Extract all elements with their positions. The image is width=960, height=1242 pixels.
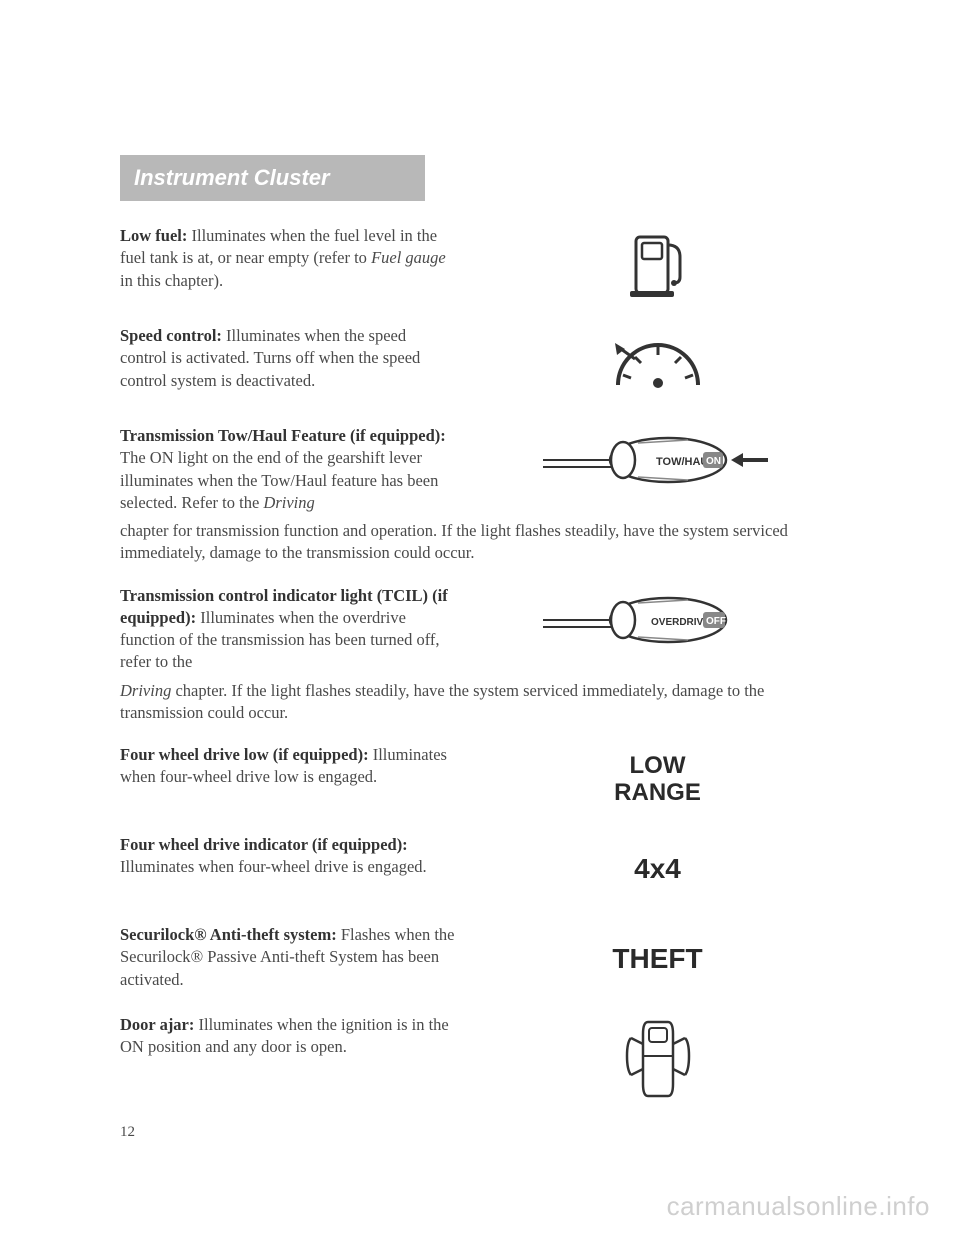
entry-text: Speed control: Illuminates when the spee…: [120, 325, 455, 392]
entry-continuation: Driving chapter. If the light flashes st…: [120, 680, 840, 725]
entry-fwd-low: Four wheel drive low (if equipped): Illu…: [120, 744, 840, 814]
reg-mark: ®: [194, 925, 206, 944]
watermark: carmanualsonline.info: [667, 1191, 930, 1222]
label: Four wheel drive low (if equipped):: [120, 745, 369, 764]
svg-text:OFF: OFF: [706, 616, 726, 627]
entry-fwd-indicator: Four wheel drive indicator (if equipped)…: [120, 834, 840, 904]
label: Four wheel drive indicator (if equipped)…: [120, 835, 408, 854]
indicator-text: LOW: [614, 752, 701, 780]
entry-door-ajar: Door ajar: Illuminates when the ignition…: [120, 1014, 840, 1104]
entry-text: Low fuel: Illuminates when the fuel leve…: [120, 225, 455, 292]
label: Anti-theft system:: [207, 925, 337, 944]
entry-text: Securilock® Anti-theft system: Flashes w…: [120, 924, 455, 991]
entry-text: Four wheel drive low (if equipped): Illu…: [120, 744, 455, 789]
entry-text: Transmission Tow/Haul Feature (if equipp…: [120, 425, 455, 514]
entry-speed-control: Speed control: Illuminates when the spee…: [120, 325, 840, 405]
entry-tow-haul: Transmission Tow/Haul Feature (if equipp…: [120, 425, 840, 514]
entry-tcil: Transmission control indicator light (TC…: [120, 585, 840, 674]
reg-mark: ®: [191, 947, 204, 966]
svg-text:OVERDRIVE: OVERDRIVE: [651, 617, 710, 628]
text: chapter for transmission function and op…: [120, 521, 788, 562]
4x4-indicator: 4x4: [475, 834, 840, 904]
label: Door ajar:: [120, 1015, 194, 1034]
italic-ref: Driving: [263, 493, 314, 512]
gearshift-overdrive-icon: OVERDRIVE OFF: [475, 585, 840, 655]
entry-low-fuel: Low fuel: Illuminates when the fuel leve…: [120, 225, 840, 305]
italic-ref: Driving: [120, 681, 171, 700]
indicator-text: THEFT: [612, 943, 702, 975]
manual-page: Instrument Cluster Low fuel: Illuminates…: [0, 0, 960, 1201]
door-ajar-icon: [475, 1014, 840, 1104]
section-header: Instrument Cluster: [120, 155, 425, 201]
theft-indicator: THEFT: [475, 924, 840, 994]
text: chapter. If the light flashes steadily, …: [120, 681, 764, 722]
low-range-indicator: LOW RANGE: [475, 744, 840, 814]
entry-securilock: Securilock® Anti-theft system: Flashes w…: [120, 924, 840, 994]
entry-text: Four wheel drive indicator (if equipped)…: [120, 834, 455, 879]
text: Illuminates when four-wheel drive is eng…: [120, 857, 427, 876]
label: Securilock: [120, 925, 194, 944]
label: Transmission Tow/Haul Feature (if equipp…: [120, 426, 446, 445]
fuel-pump-icon: [475, 225, 840, 305]
label: Speed control:: [120, 326, 222, 345]
entry-text: Door ajar: Illuminates when the ignition…: [120, 1014, 455, 1059]
section-title: Instrument Cluster: [134, 165, 330, 190]
indicator-text: RANGE: [614, 779, 701, 807]
svg-text:ON: ON: [706, 456, 721, 467]
entry-text: Transmission control indicator light (TC…: [120, 585, 455, 674]
speedometer-icon: [475, 325, 840, 405]
indicator-text: 4x4: [634, 853, 681, 885]
text: in this chapter).: [120, 271, 223, 290]
page-number: 12: [120, 1124, 840, 1141]
label: Low fuel:: [120, 226, 187, 245]
italic-ref: Fuel gauge: [371, 248, 446, 267]
entry-continuation: chapter for transmission function and op…: [120, 520, 840, 565]
gearshift-towhaul-icon: TOW/HAUL ON: [475, 425, 840, 495]
